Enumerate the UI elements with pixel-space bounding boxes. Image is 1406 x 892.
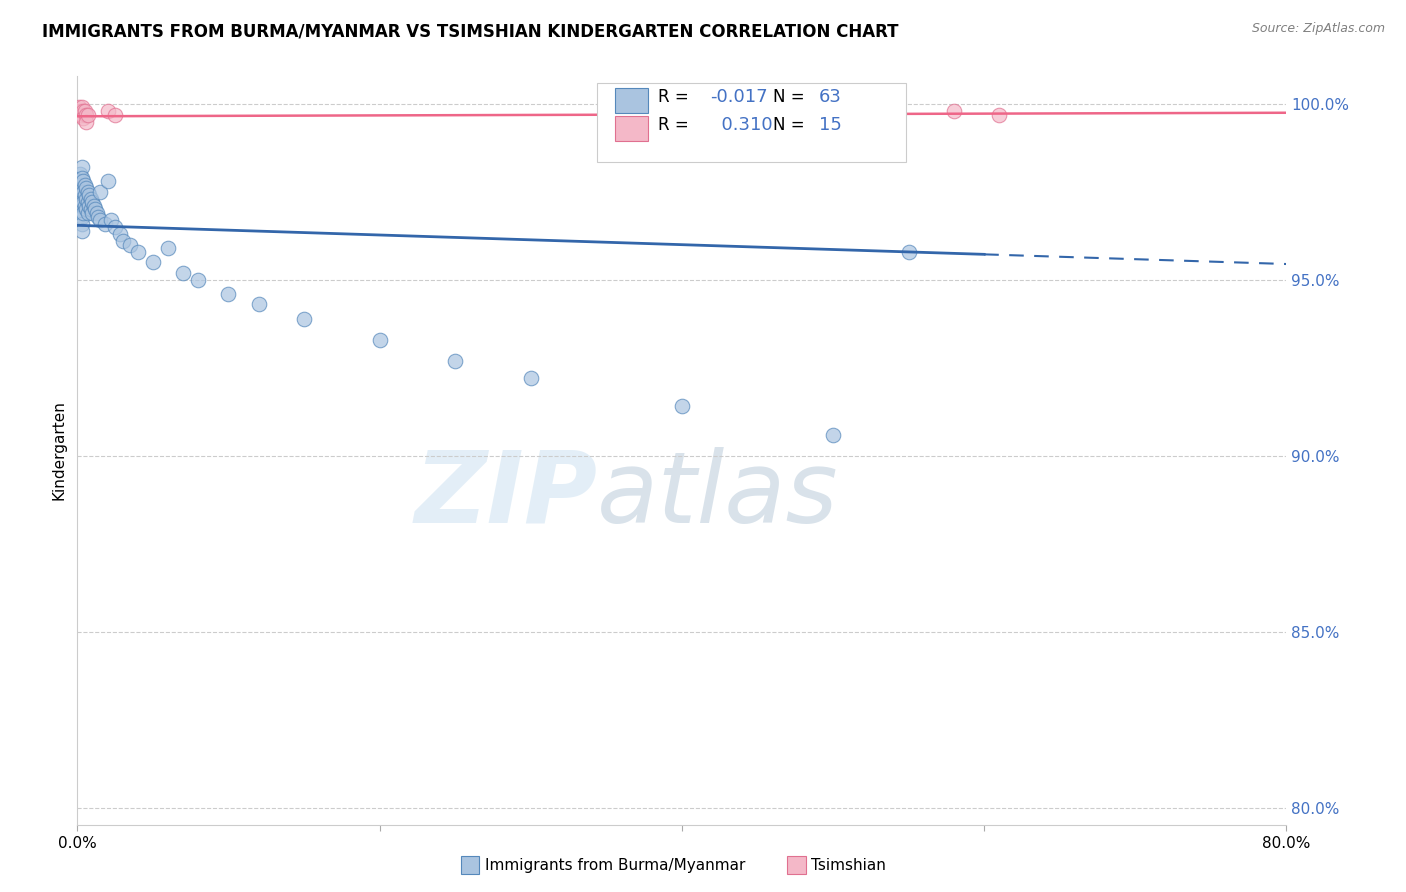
Point [897,244,920,259]
Text: N =: N = [773,116,804,134]
Point [75,202,97,217]
Point [104,107,127,121]
Point [75,114,97,128]
Point [292,311,315,326]
Point [69,188,91,202]
Point [73,199,96,213]
Point [69,199,91,213]
Point [77,195,100,210]
Point [79,188,101,202]
Text: R =: R = [658,116,689,134]
Point [69,167,91,181]
Text: 15: 15 [818,116,841,134]
Point [72,195,94,210]
Point [172,266,194,280]
Point [96,174,118,188]
Point [69,107,91,121]
Point [70,107,93,121]
Point [79,199,101,213]
Text: N =: N = [773,87,804,106]
Point [70,224,93,238]
Text: R =: R = [658,87,689,106]
Point [821,427,844,442]
Point [142,255,165,269]
Point [72,185,94,199]
Point [80,202,103,217]
Point [73,103,96,118]
Point [69,178,91,192]
Text: -0.017: -0.017 [710,87,768,106]
Point [83,199,105,213]
Text: Immigrants from Burma/Myanmar: Immigrants from Burma/Myanmar [485,858,745,872]
FancyBboxPatch shape [598,83,905,162]
FancyBboxPatch shape [616,87,648,113]
Point [82,206,104,220]
Y-axis label: Kindergarten: Kindergarten [51,401,66,500]
Point [89,185,111,199]
FancyBboxPatch shape [616,116,648,141]
Point [80,192,103,206]
Point [69,210,91,224]
Point [70,161,93,175]
Text: 0.310: 0.310 [710,116,772,134]
Point [73,178,96,192]
Point [67,195,90,210]
Point [444,353,467,368]
Point [87,210,110,224]
Point [72,206,94,220]
Point [96,103,118,118]
Point [100,213,122,227]
Point [72,111,94,125]
Point [69,103,91,118]
Text: 63: 63 [818,87,841,106]
Point [157,241,180,255]
Text: Tsimshian: Tsimshian [811,858,886,872]
Point [75,181,97,195]
Text: IMMIGRANTS FROM BURMA/MYANMAR VS TSIMSHIAN KINDERGARTEN CORRELATION CHART: IMMIGRANTS FROM BURMA/MYANMAR VS TSIMSHI… [42,22,898,40]
Point [104,220,127,235]
Point [70,199,93,213]
Point [77,107,100,121]
Point [111,234,134,248]
Point [70,100,93,114]
Point [89,213,111,227]
Point [86,206,108,220]
Point [988,107,1011,121]
Point [75,107,97,121]
Point [368,333,391,347]
Point [70,210,93,224]
Point [84,202,107,217]
Point [127,244,149,259]
Text: ZIP: ZIP [415,447,598,544]
Point [942,103,965,118]
Point [108,227,131,241]
Point [72,174,94,188]
Point [67,206,90,220]
Point [187,273,209,287]
Point [93,217,115,231]
Point [70,217,93,231]
Point [70,170,93,185]
Point [120,237,142,252]
Point [70,192,93,206]
Point [520,371,543,385]
Point [671,400,693,414]
Point [82,195,104,210]
Point [77,185,100,199]
Point [67,185,90,199]
Point [247,297,270,311]
Point [218,287,240,301]
Point [70,181,93,195]
Point [67,174,90,188]
Text: Source: ZipAtlas.com: Source: ZipAtlas.com [1251,22,1385,36]
Point [72,103,94,118]
Point [77,206,100,220]
Text: atlas: atlas [598,447,839,544]
Point [75,192,97,206]
Point [67,100,90,114]
Point [73,188,96,202]
